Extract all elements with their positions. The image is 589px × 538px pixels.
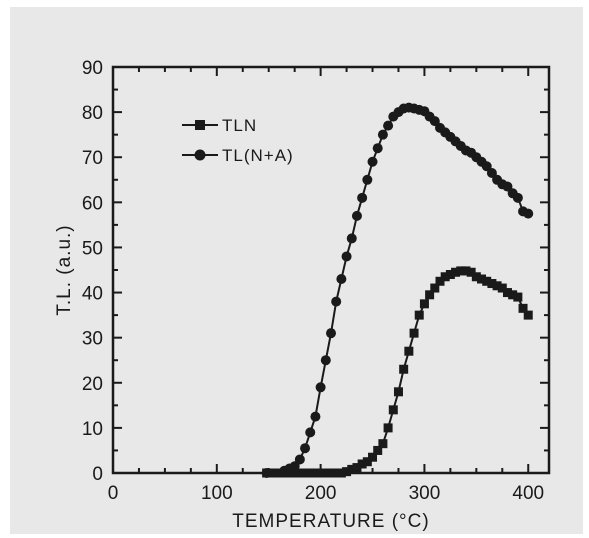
data-point-tln: [518, 303, 528, 313]
data-point-tln: [409, 328, 419, 338]
y-tick-label: 60: [82, 193, 103, 214]
tl-chart: 0 100 200 300 400 0 10 20 30 40 50 60 70 80 90 TLN TL(…: [54, 58, 551, 532]
data-point-tl-n-a: [372, 143, 383, 154]
data-point-tl-n-a: [346, 233, 357, 244]
data-point-tl-n-a: [362, 174, 373, 185]
legend-label-tln: TLN: [222, 116, 257, 135]
data-point-tln: [435, 276, 445, 286]
data-point-tln: [399, 364, 409, 374]
data-point-tln: [497, 283, 507, 293]
data-point-tl-n-a: [351, 210, 362, 221]
data-point-tln: [508, 290, 518, 300]
data-point-tln: [445, 270, 455, 280]
data-point-tl-n-a: [367, 156, 378, 167]
data-point-tl-n-a: [512, 192, 523, 203]
data-point-tl-n-a: [383, 120, 394, 131]
data-point-tln: [368, 452, 378, 462]
data-point-tln: [393, 387, 403, 397]
x-tick-label: 200: [305, 483, 337, 504]
data-point-tln: [378, 439, 388, 449]
data-point-tln: [388, 405, 398, 415]
data-point-tl-n-a: [331, 296, 342, 307]
y-tick-label: 0: [92, 464, 103, 485]
data-point-tln: [357, 459, 367, 469]
data-point-tln: [362, 457, 372, 467]
data-point-tl-n-a: [300, 443, 311, 454]
legend: TLN TL(N+A): [182, 116, 294, 165]
x-tick-label: 400: [512, 483, 544, 504]
tick-layer: 0 100 200 300 400 0 10 20 30 40 50 60 70 80 90: [82, 58, 549, 504]
data-point-tln: [352, 463, 362, 473]
data-point-tln: [383, 423, 393, 433]
x-tick-label: 100: [201, 483, 233, 504]
data-point-tln: [373, 445, 383, 455]
data-point-tl-n-a: [320, 355, 331, 366]
y-tick-label: 70: [82, 148, 103, 169]
data-point-tl-n-a: [486, 168, 497, 179]
data-point-tln: [471, 272, 481, 282]
data-point-tl-n-a: [377, 129, 388, 140]
y-tick-label: 10: [82, 419, 103, 440]
data-point-tl-n-a: [315, 382, 326, 393]
legend-label-tl-n-a: TL(N+A): [222, 146, 294, 165]
data-point-tl-n-a: [341, 251, 352, 262]
data-point-tl-n-a: [294, 454, 305, 465]
data-point-tln: [487, 279, 497, 289]
legend-marker-tln: [195, 120, 205, 130]
data-point-tln: [461, 266, 471, 276]
figure-panel: 0 100 200 300 400 0 10 20 30 40 50 60 70 80 90 TLN TL(…: [10, 7, 583, 534]
data-point-tln: [419, 299, 429, 309]
data-point-tln: [482, 276, 492, 286]
data-point-tl-n-a: [481, 161, 492, 172]
data-point-tln: [456, 266, 466, 276]
data-point-tl-n-a: [429, 116, 440, 127]
data-point-tl-n-a: [289, 461, 300, 472]
legend-marker-tl-n-a: [194, 149, 206, 161]
y-axis-title: T.L. (a.u.): [54, 224, 75, 315]
series-layer: [261, 102, 534, 478]
plot-frame: [111, 65, 551, 475]
y-tick-label: 40: [82, 284, 103, 305]
data-point-tln: [513, 292, 523, 302]
y-tick-label: 20: [82, 374, 103, 395]
data-point-tln: [347, 464, 357, 474]
data-point-tln: [523, 310, 533, 320]
data-point-tln: [492, 281, 502, 291]
data-point-tln: [477, 274, 487, 284]
y-tick-label: 90: [82, 58, 103, 79]
data-point-tln: [430, 283, 440, 293]
data-point-tl-n-a: [523, 208, 534, 219]
data-point-tln: [466, 267, 476, 277]
data-point-tl-n-a: [310, 411, 321, 422]
y-tick-label: 80: [82, 103, 103, 124]
data-point-tl-n-a: [305, 427, 316, 438]
data-point-tln: [404, 346, 414, 356]
data-point-tln: [414, 310, 424, 320]
x-axis-title: TEMPERATURE (°C): [232, 511, 429, 532]
data-point-tln: [440, 272, 450, 282]
data-point-tl-n-a: [502, 181, 513, 192]
x-tick-label: 0: [108, 483, 119, 504]
data-point-tl-n-a: [326, 328, 336, 339]
x-tick-label: 300: [409, 483, 441, 504]
data-point-tln: [502, 288, 512, 298]
data-point-tln: [425, 290, 435, 300]
data-point-tl-n-a: [336, 274, 347, 285]
data-point-tl-n-a: [357, 192, 368, 203]
data-point-tln: [451, 267, 461, 277]
y-tick-label: 50: [82, 238, 103, 259]
y-tick-label: 30: [82, 329, 103, 350]
